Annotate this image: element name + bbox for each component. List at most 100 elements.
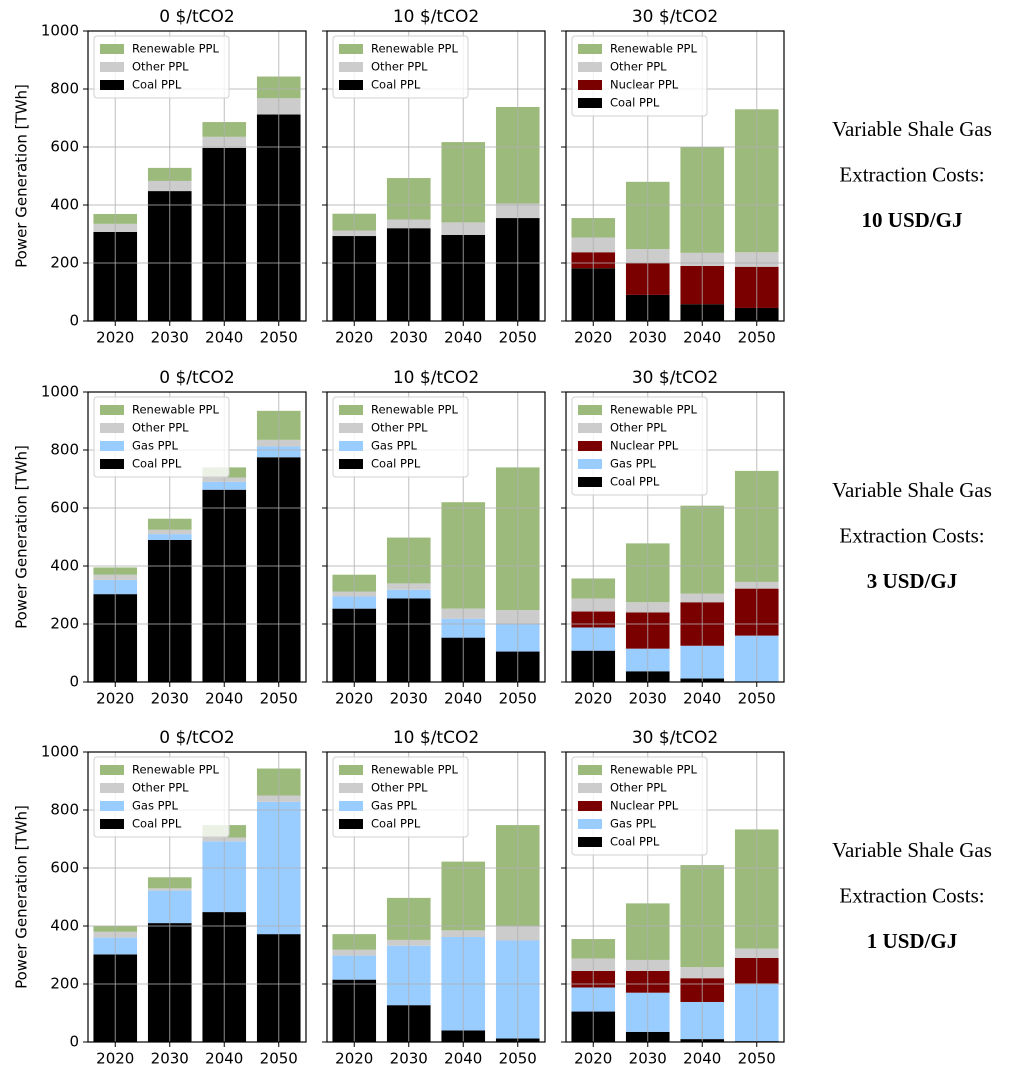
x-tick-label: 2020 [574, 1050, 612, 1068]
legend-swatch [578, 405, 602, 415]
legend-label: Nuclear PPL [610, 439, 679, 453]
legend-label: Other PPL [371, 60, 428, 74]
x-tick-label: 2020 [335, 690, 373, 708]
x-tick-label: 2040 [444, 690, 482, 708]
axes-frame [565, 391, 785, 683]
axes-frame [87, 751, 307, 1043]
y-tick-label: 1000 [41, 743, 79, 761]
annotation: Extraction Costs: [839, 523, 984, 547]
legend-label: Gas PPL [610, 457, 656, 471]
subplot-title: 30 $/tCO2 [632, 728, 718, 748]
legend-label: Gas PPL [371, 799, 417, 813]
y-tick-label: 0 [69, 1033, 79, 1051]
subplot: 0 $/tCO2 Power Generation [TWh] 2020 2030 20… [13, 728, 307, 1068]
legend-frame [571, 35, 708, 117]
y-tick-label: 400 [50, 557, 79, 575]
legend-label: Renewable PPL [610, 403, 697, 417]
subplot-title: 30 $/tCO2 [632, 7, 718, 27]
legend-label: Coal PPL [132, 78, 182, 92]
axes-frame [87, 30, 307, 322]
legend-label: Gas PPL [610, 817, 656, 831]
annotation: 3 USD/GJ [867, 569, 957, 593]
legend-swatch [100, 80, 124, 90]
legend-label: Other PPL [132, 781, 189, 795]
legend-frame [93, 35, 230, 99]
legend-swatch [339, 62, 363, 72]
x-tick-label: 2030 [390, 329, 428, 347]
x-tick-label: 2040 [444, 329, 482, 347]
legend-swatch [578, 819, 602, 829]
legend-label: Coal PPL [610, 96, 660, 110]
y-tick-label: 800 [50, 80, 79, 98]
legend-swatch [578, 441, 602, 451]
y-tick-label: 800 [50, 801, 79, 819]
legend-label: Renewable PPL [132, 403, 219, 417]
subplot: 30 $/tCO2 2020 2030 2040 2050 Renewable PPL Ot… [561, 728, 992, 1068]
x-tick-label: 2050 [260, 329, 298, 347]
legend: Renewable PPL Other PPL Nuclear PPL Gas PPL… [571, 396, 708, 496]
legend-swatch [100, 44, 124, 54]
y-axis-label: Power Generation [TWh] [13, 445, 31, 629]
legend-label: Renewable PPL [371, 403, 458, 417]
x-tick-label: 2030 [390, 1050, 428, 1068]
y-tick-label: 600 [50, 859, 79, 877]
legend-swatch [339, 405, 363, 415]
legend-swatch [100, 783, 124, 793]
legend-frame [571, 756, 708, 856]
subplot: 10 $/tCO2 2020 2030 2040 2050 Renewable PPL Ot… [322, 368, 546, 708]
x-tick-label: 2050 [260, 1050, 298, 1068]
legend: Renewable PPL Other PPL Gas PPL Coal PPL [93, 756, 230, 838]
legend-label: Other PPL [132, 60, 189, 74]
subplot: 0 $/tCO2 Power Generation [TWh] 2020 2030 20… [13, 7, 307, 347]
x-tick-label: 2030 [151, 329, 189, 347]
y-tick-label: 600 [50, 499, 79, 517]
x-tick-label: 2030 [629, 690, 667, 708]
legend: Renewable PPL Other PPL Gas PPL Coal PPL [332, 756, 469, 838]
legend-label: Nuclear PPL [610, 799, 679, 813]
x-tick-label: 2020 [335, 1050, 373, 1068]
legend-label: Renewable PPL [371, 763, 458, 777]
x-tick-label: 2040 [205, 329, 243, 347]
y-tick-label: 600 [50, 138, 79, 156]
subplot-title: 10 $/tCO2 [393, 728, 479, 748]
axes-frame [326, 30, 546, 322]
axes-frame [565, 30, 785, 322]
subplot-title: 30 $/tCO2 [632, 368, 718, 388]
y-tick-label: 1000 [41, 383, 79, 401]
y-tick-label: 400 [50, 196, 79, 214]
legend-label: Other PPL [132, 421, 189, 435]
legend-label: Coal PPL [371, 457, 421, 471]
legend-swatch [100, 405, 124, 415]
axes-frame [326, 751, 546, 1043]
subplot-title: 10 $/tCO2 [393, 7, 479, 27]
legend-swatch [100, 459, 124, 469]
legend-swatch [339, 44, 363, 54]
axes-frame [565, 751, 785, 1043]
legend-label: Gas PPL [371, 439, 417, 453]
subplot-title: 10 $/tCO2 [393, 368, 479, 388]
legend-swatch [339, 423, 363, 433]
legend-label: Gas PPL [132, 799, 178, 813]
legend-frame [332, 756, 469, 838]
x-tick-label: 2050 [260, 690, 298, 708]
axes-frame [87, 391, 307, 683]
legend-swatch [100, 801, 124, 811]
legend-frame [93, 396, 230, 478]
legend-swatch [578, 477, 602, 487]
legend-label: Other PPL [371, 421, 428, 435]
legend-swatch [578, 765, 602, 775]
legend-swatch [339, 80, 363, 90]
x-tick-label: 2040 [444, 1050, 482, 1068]
legend-label: Coal PPL [371, 817, 421, 831]
x-tick-label: 2020 [96, 329, 134, 347]
subplot: 30 $/tCO2 2020 2030 2040 2050 Renewable PPL Ot… [561, 7, 992, 347]
legend-frame [332, 35, 469, 99]
legend-frame [93, 756, 230, 838]
annotation: Extraction Costs: [839, 162, 984, 186]
x-tick-label: 2030 [390, 690, 428, 708]
annotation: Variable Shale Gas [832, 117, 992, 141]
legend-swatch [578, 62, 602, 72]
x-tick-label: 2050 [499, 329, 537, 347]
legend-swatch [578, 801, 602, 811]
